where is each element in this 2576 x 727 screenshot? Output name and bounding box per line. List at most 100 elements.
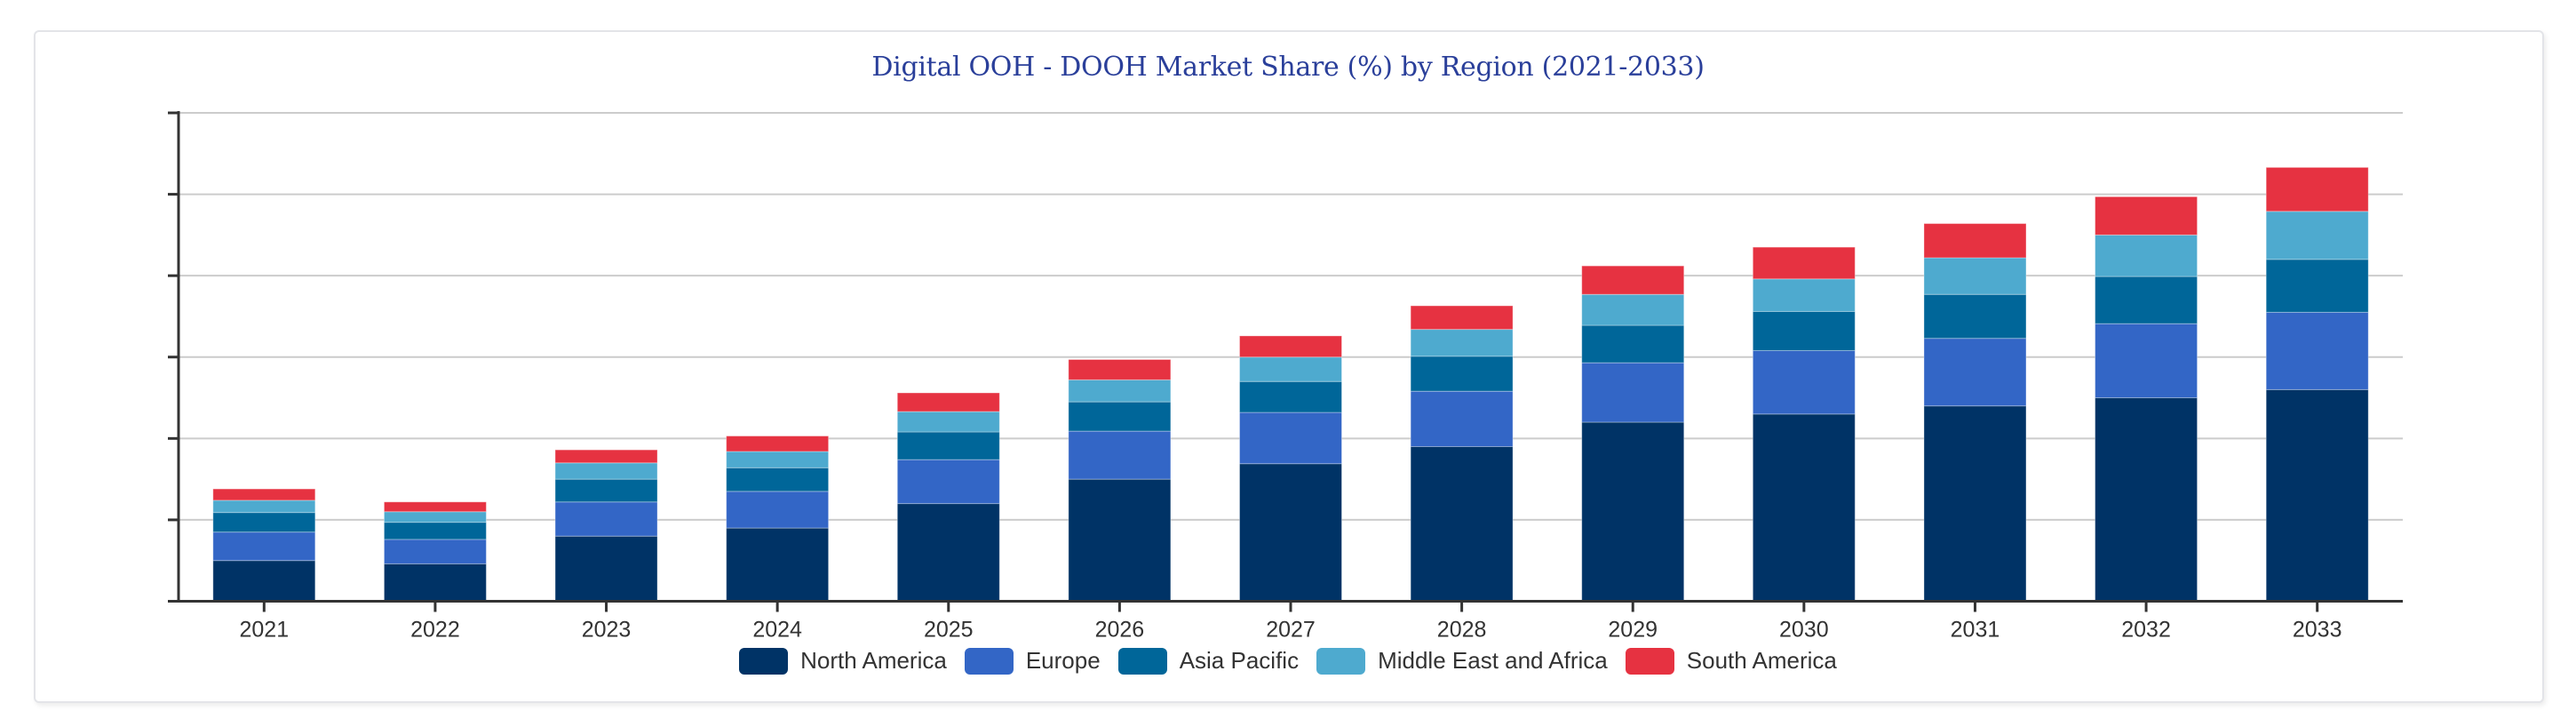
legend-item-europe[interactable]: Europe [964,647,1101,675]
bar-stack-2033 [2265,166,2369,602]
bar-stack-2023 [554,449,658,603]
legend-item-middle-east-and-africa[interactable]: Middle East and Africa [1316,647,1608,675]
bar-segment-middle-east-and-africa-2033[interactable] [2265,211,2369,260]
x-tick-label: 2028 [1437,618,1487,643]
bar-segment-south-america-2027[interactable] [1239,335,1342,358]
x-tick-label: 2029 [1608,618,1658,643]
bar-stack-2022 [383,501,487,602]
bar-segment-north-america-2023[interactable] [554,535,658,603]
bar-segment-south-america-2033[interactable] [2265,166,2369,212]
x-tick-label: 2024 [752,618,802,643]
bar-segment-north-america-2026[interactable] [1068,478,1172,602]
bar-stack-2021 [212,488,316,602]
bar-segment-middle-east-and-africa-2027[interactable] [1239,356,1342,382]
bar-segment-europe-2027[interactable] [1239,411,1342,465]
bar-segment-south-america-2022[interactable] [383,501,487,513]
bar-segment-middle-east-and-africa-2021[interactable] [212,499,316,514]
bar-segment-asia-pacific-2023[interactable] [554,478,658,503]
x-tick-label: 2023 [582,618,632,643]
bar-segment-europe-2028[interactable] [1410,390,1514,447]
bar-segment-asia-pacific-2025[interactable] [896,431,1000,460]
bar-segment-north-america-2028[interactable] [1410,445,1514,602]
bar-segment-asia-pacific-2032[interactable] [2095,276,2198,324]
bar-segment-south-america-2024[interactable] [726,435,830,452]
bar-segment-europe-2026[interactable] [1068,430,1172,480]
bar-segment-north-america-2024[interactable] [726,527,830,603]
bar-segment-europe-2025[interactable] [896,459,1000,505]
bar-segment-europe-2031[interactable] [1923,338,2027,407]
bar-segment-south-america-2021[interactable] [212,488,316,501]
legend-swatch [1117,647,1167,675]
bar-segment-north-america-2025[interactable] [896,503,1000,602]
x-tick-label: 2027 [1266,618,1316,643]
legend-label: Asia Pacific [1179,647,1300,674]
legend-swatch [1316,647,1366,675]
x-tick-label: 2021 [239,618,289,643]
x-tick-label: 2033 [2293,618,2342,643]
legend-swatch [739,647,789,675]
bar-segment-asia-pacific-2027[interactable] [1239,380,1342,413]
bar-segment-south-america-2031[interactable] [1923,223,2027,259]
bar-segment-north-america-2033[interactable] [2265,388,2369,602]
x-tick-label: 2030 [1779,618,1829,643]
legend-swatch [964,647,1014,675]
bar-segment-europe-2032[interactable] [2095,323,2198,399]
bar-segment-middle-east-and-africa-2028[interactable] [1410,329,1514,357]
bar-segment-middle-east-and-africa-2030[interactable] [1752,278,1856,312]
bar-segment-middle-east-and-africa-2032[interactable] [2095,234,2198,277]
bar-stack-2026 [1068,358,1172,602]
bar-segment-europe-2029[interactable] [1581,362,1685,423]
bar-segment-middle-east-and-africa-2022[interactable] [383,511,487,523]
bar-segment-asia-pacific-2033[interactable] [2265,259,2369,313]
bar-segment-middle-east-and-africa-2024[interactable] [726,451,830,468]
bar-segment-asia-pacific-2031[interactable] [1923,293,2027,340]
bar-segment-north-america-2029[interactable] [1581,421,1685,602]
bar-segment-middle-east-and-africa-2029[interactable] [1581,293,1685,326]
bar-segment-south-america-2032[interactable] [2095,196,2198,236]
bar-segment-south-america-2025[interactable] [896,392,1000,412]
legend-label: North America [800,647,947,674]
legend-item-north-america[interactable]: North America [739,647,947,675]
legend-item-asia-pacific[interactable]: Asia Pacific [1117,647,1300,675]
bar-segment-north-america-2030[interactable] [1752,413,1856,602]
bar-segment-middle-east-and-africa-2023[interactable] [554,462,658,480]
chart-title: Digital OOH - DOOH Market Share (%) by R… [871,52,1705,83]
bar-segment-south-america-2029[interactable] [1581,265,1685,295]
bar-segment-south-america-2026[interactable] [1068,358,1172,380]
bar-segment-europe-2021[interactable] [212,531,316,562]
bar-segment-europe-2033[interactable] [2265,311,2369,390]
bar-segment-europe-2024[interactable] [726,491,830,529]
bar-segment-south-america-2028[interactable] [1410,305,1514,331]
bar-segment-asia-pacific-2024[interactable] [726,467,830,492]
bar-segment-asia-pacific-2021[interactable] [212,512,316,533]
bar-segment-north-america-2027[interactable] [1239,463,1342,603]
bar-segment-asia-pacific-2026[interactable] [1068,401,1172,432]
bar-segment-middle-east-and-africa-2031[interactable] [1923,257,2027,295]
bar-segment-asia-pacific-2022[interactable] [383,522,487,540]
bar-segment-europe-2023[interactable] [554,501,658,537]
bar-segment-north-america-2031[interactable] [1923,405,2027,603]
bar-segment-asia-pacific-2029[interactable] [1581,324,1685,364]
axes [168,111,2403,612]
x-tick-label: 2025 [924,618,974,643]
x-tick-label: 2026 [1095,618,1145,643]
bar-segment-asia-pacific-2030[interactable] [1752,310,1856,351]
bar-segment-south-america-2023[interactable] [554,449,658,464]
legend-label: Middle East and Africa [1378,647,1608,674]
bar-segment-north-america-2021[interactable] [212,560,316,602]
legend-item-south-america[interactable]: South America [1625,647,1837,675]
legend-label: South America [1686,647,1837,674]
x-tick-label: 2022 [410,618,460,643]
bar-segment-middle-east-and-africa-2026[interactable] [1068,379,1172,403]
bar-segment-europe-2030[interactable] [1752,349,1856,415]
bar-segment-north-america-2032[interactable] [2095,397,2198,602]
bar-segment-south-america-2030[interactable] [1752,246,1856,280]
x-tick-labels: 2021 2022 2023 2024 2025 2026 2027 2028 2029 2030… [239,618,2341,643]
bar-segment-europe-2022[interactable] [383,539,487,564]
bar-segment-middle-east-and-africa-2025[interactable] [896,411,1000,433]
legend-swatch [1625,647,1674,675]
x-tick-label: 2031 [1951,618,2000,643]
bar-segment-asia-pacific-2028[interactable] [1410,356,1514,392]
bar-segment-north-america-2022[interactable] [383,563,487,602]
